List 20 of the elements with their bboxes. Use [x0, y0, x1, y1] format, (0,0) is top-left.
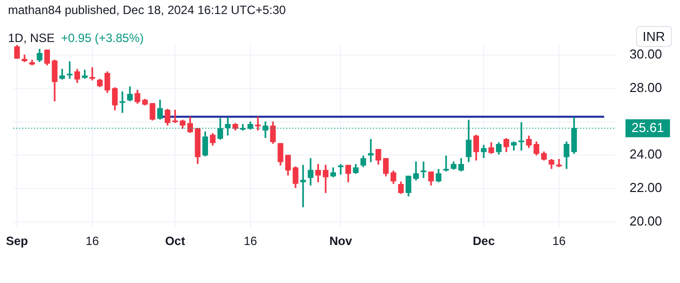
y-tick-label: 28.00 — [629, 80, 662, 95]
y-tick-label: 22.00 — [629, 180, 662, 196]
chart-subtitle: 1D, NSE — [8, 31, 55, 45]
x-tick-label: Nov — [329, 234, 352, 248]
x-tick-label: 16 — [244, 234, 258, 248]
ref-line-label: 25.61 — [631, 120, 664, 135]
candlestick — [22, 54, 28, 62]
candlestick — [300, 164, 306, 208]
x-tick-label: 16 — [552, 234, 566, 248]
x-tick-label: Dec — [472, 234, 496, 248]
y-axis-title: INR — [636, 26, 672, 47]
x-tick-label: Oct — [165, 234, 186, 248]
chart-title: mathan84 published, Dec 18, 2024 16:12 UTC+5:30 — [8, 3, 286, 17]
y-tick-label: 30.00 — [629, 46, 662, 62]
text: +0.95 (+3.85%) — [61, 31, 144, 45]
candlestick — [420, 162, 426, 178]
x-tick-label: Sep — [6, 234, 28, 248]
y-tick-label: 20.00 — [629, 214, 662, 228]
y-tick-label: 24.00 — [629, 146, 662, 162]
x-tick-label: 16 — [86, 234, 100, 248]
